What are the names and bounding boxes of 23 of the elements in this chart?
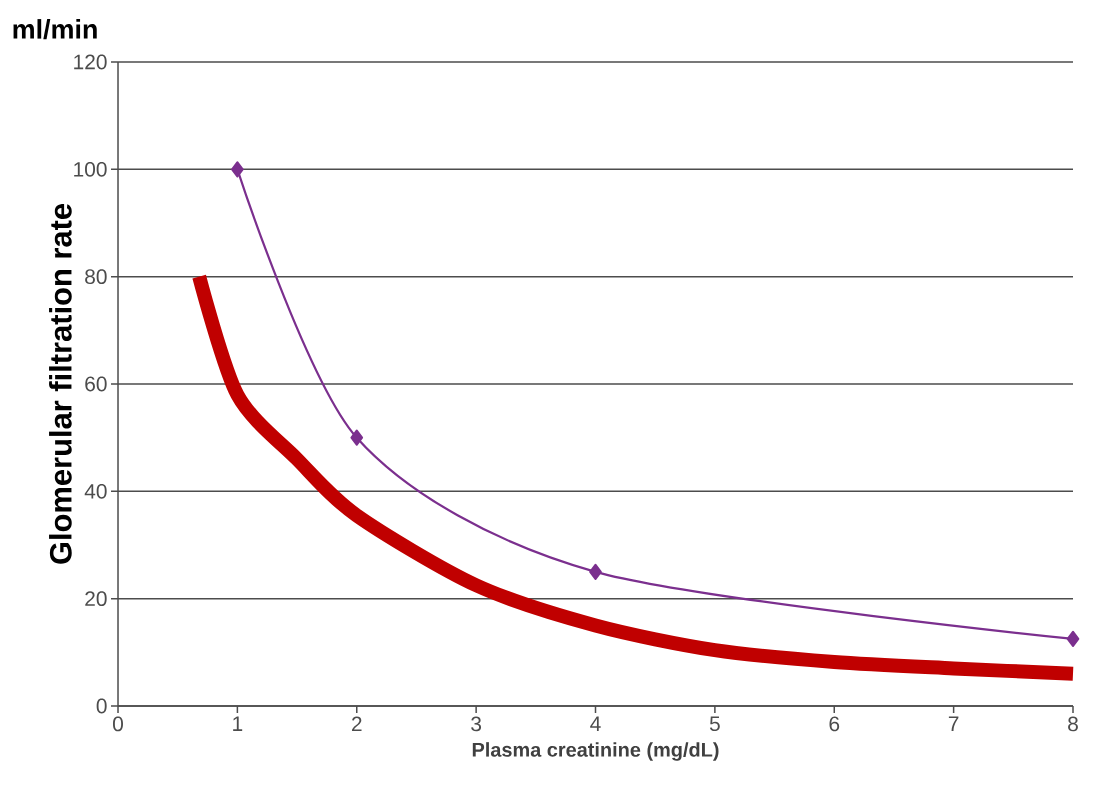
point [231,161,244,178]
point [1066,630,1080,647]
x-axis-title: Plasma creatinine (mg/dL) [472,742,719,761]
x-tick-label: 2 [351,716,362,732]
y-tick-label: 120 [74,54,107,70]
text: ml/min [13,19,97,40]
x-tick-label: 1 [233,716,243,731]
x-tick-label: 6 [829,716,840,732]
x-tick-label: 8 [1068,716,1078,732]
y-axis-title: Glomerular filtration rate [49,204,72,564]
x-tick-label: 5 [709,716,720,732]
x-tick-label: 4 [590,716,601,731]
x-tick-label: 0 [113,716,123,732]
y-tick-label: 80 [85,269,107,285]
y-tick-label: 0 [96,698,107,714]
point [350,429,364,446]
x-tick-label: 7 [948,716,959,731]
y-tick-label: 100 [74,161,107,177]
x-tick-label: 3 [471,716,482,732]
point [589,563,602,580]
y-tick-label: 60 [85,376,107,392]
y-tick-label: 20 [85,591,107,607]
y-tick-label: 40 [84,483,107,499]
